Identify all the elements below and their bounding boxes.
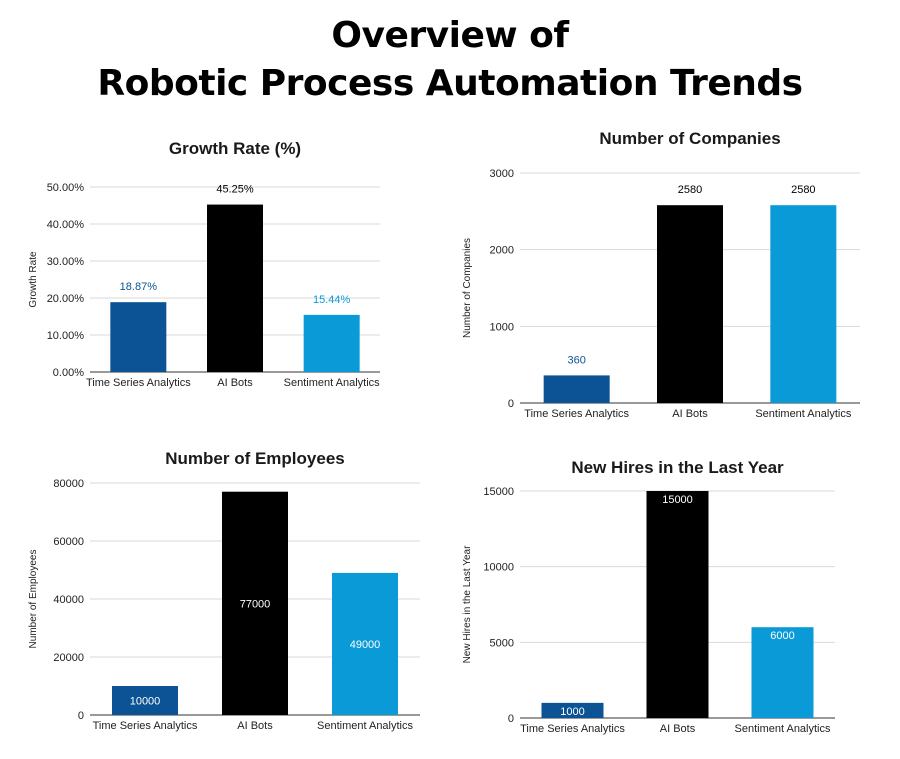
page-title-line-2: Robotic Process Automation Trends: [97, 63, 803, 104]
bar: [770, 205, 837, 403]
y-tick-label: 80000: [53, 478, 84, 490]
y-tick-label: 2000: [490, 245, 514, 257]
bar: [332, 572, 398, 715]
data-label: 15000: [662, 494, 693, 506]
data-label: 1000: [560, 706, 584, 718]
bar: [657, 205, 723, 403]
y-tick-label: 0: [78, 710, 84, 722]
bar: [646, 491, 709, 718]
data-label: 2580: [791, 184, 815, 196]
number-of-employees-chart: Number of Employees 0 20000 40000 60000 80000…: [28, 449, 420, 732]
x-tick-label: Time Series Analytics: [93, 720, 198, 732]
y-tick-label: 50.00%: [47, 182, 85, 194]
page-title-line-1: Overview of: [331, 15, 569, 56]
y-tick-label: 0.00%: [53, 367, 84, 379]
x-tick-label: Sentiment Analytics: [735, 723, 831, 735]
data-label: 360: [567, 354, 585, 366]
x-tick-label: Time Series Analytics: [520, 723, 625, 735]
x-tick-label: AI Bots: [672, 408, 708, 420]
y-tick-label: 10000: [483, 562, 514, 574]
bar: [110, 302, 167, 372]
y-axis-label: Number of Companies: [462, 238, 473, 338]
chart-title: Growth Rate (%): [169, 139, 301, 158]
x-tick-label: AI Bots: [237, 720, 273, 732]
bar: [541, 702, 604, 718]
x-tick-label: Time Series Analytics: [86, 377, 191, 389]
y-tick-label: 20000: [53, 652, 84, 664]
y-tick-label: 15000: [483, 486, 514, 498]
data-label: 2580: [678, 184, 702, 196]
x-tick-label: Sentiment Analytics: [755, 408, 851, 420]
y-tick-label: 40000: [53, 594, 84, 606]
y-tick-label: 0: [508, 713, 514, 725]
data-label: 10000: [130, 696, 161, 708]
y-tick-label: 1000: [490, 321, 514, 333]
y-tick-label: 60000: [53, 536, 84, 548]
new-hires-chart: New Hires in the Last Year 0 5000 10000 1500…: [462, 458, 835, 735]
bar: [207, 204, 263, 372]
page-title: Overview of Robotic Process Automation T…: [0, 12, 900, 108]
chart-title: Number of Employees: [165, 449, 345, 468]
bar: [543, 375, 610, 403]
bar: [222, 491, 288, 715]
data-label: 18.87%: [120, 281, 158, 293]
x-tick-label: Sentiment Analytics: [284, 377, 380, 389]
x-tick-label: Time Series Analytics: [524, 408, 629, 420]
bar: [751, 627, 814, 718]
data-label: 77000: [240, 598, 271, 610]
data-label: 6000: [770, 630, 794, 642]
data-label: 15.44%: [313, 294, 351, 306]
number-of-companies-chart: Number of Companies 0 1000 2000 3000 Number o…: [462, 129, 860, 420]
x-tick-label: AI Bots: [660, 723, 696, 735]
y-tick-label: 5000: [490, 637, 514, 649]
y-axis-label: New Hires in the Last Year: [462, 545, 473, 664]
y-axis-label: Growth Rate: [28, 251, 39, 308]
y-axis-label: Number of Employees: [28, 550, 39, 649]
x-tick-label: Sentiment Analytics: [317, 720, 413, 732]
y-tick-label: 0: [508, 398, 514, 410]
x-tick-label: AI Bots: [217, 377, 253, 389]
bar: [112, 686, 178, 715]
chart-title: New Hires in the Last Year: [571, 458, 784, 477]
y-tick-label: 20.00%: [47, 293, 85, 305]
growth-rate-chart: Growth Rate (%) 0.00% 10.00% 20.00% 30.00% 40…: [28, 139, 380, 389]
data-label: 49000: [350, 639, 381, 651]
data-label: 45.25%: [216, 184, 254, 196]
bar: [303, 314, 360, 372]
y-tick-label: 10.00%: [47, 330, 85, 342]
y-tick-label: 30.00%: [47, 256, 85, 268]
y-tick-label: 3000: [490, 168, 514, 180]
y-tick-label: 40.00%: [47, 219, 85, 231]
chart-title: Number of Companies: [599, 129, 780, 148]
